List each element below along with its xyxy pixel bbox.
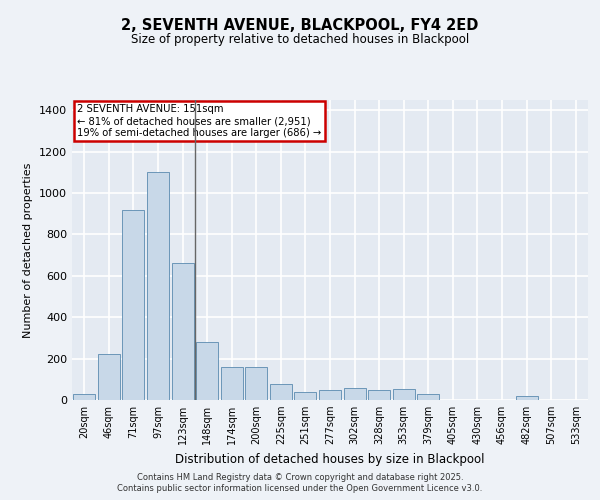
Text: Contains public sector information licensed under the Open Government Licence v3: Contains public sector information licen… <box>118 484 482 493</box>
Bar <box>172 264 194 400</box>
Bar <box>295 392 316 400</box>
Bar <box>319 390 341 400</box>
X-axis label: Distribution of detached houses by size in Blackpool: Distribution of detached houses by size … <box>175 452 485 466</box>
Bar <box>270 384 292 400</box>
Bar <box>221 367 243 400</box>
Bar <box>98 354 120 400</box>
Y-axis label: Number of detached properties: Number of detached properties <box>23 162 34 338</box>
Bar <box>73 394 95 400</box>
Bar <box>122 210 145 400</box>
Bar <box>392 388 415 400</box>
Text: Size of property relative to detached houses in Blackpool: Size of property relative to detached ho… <box>131 32 469 46</box>
Bar <box>344 388 365 400</box>
Text: 2 SEVENTH AVENUE: 151sqm
← 81% of detached houses are smaller (2,951)
19% of sem: 2 SEVENTH AVENUE: 151sqm ← 81% of detach… <box>77 104 322 138</box>
Bar <box>245 367 268 400</box>
Text: 2, SEVENTH AVENUE, BLACKPOOL, FY4 2ED: 2, SEVENTH AVENUE, BLACKPOOL, FY4 2ED <box>121 18 479 32</box>
Bar <box>196 342 218 400</box>
Bar <box>515 396 538 400</box>
Bar <box>417 394 439 400</box>
Text: Contains HM Land Registry data © Crown copyright and database right 2025.: Contains HM Land Registry data © Crown c… <box>137 472 463 482</box>
Bar <box>147 172 169 400</box>
Bar <box>368 390 390 400</box>
